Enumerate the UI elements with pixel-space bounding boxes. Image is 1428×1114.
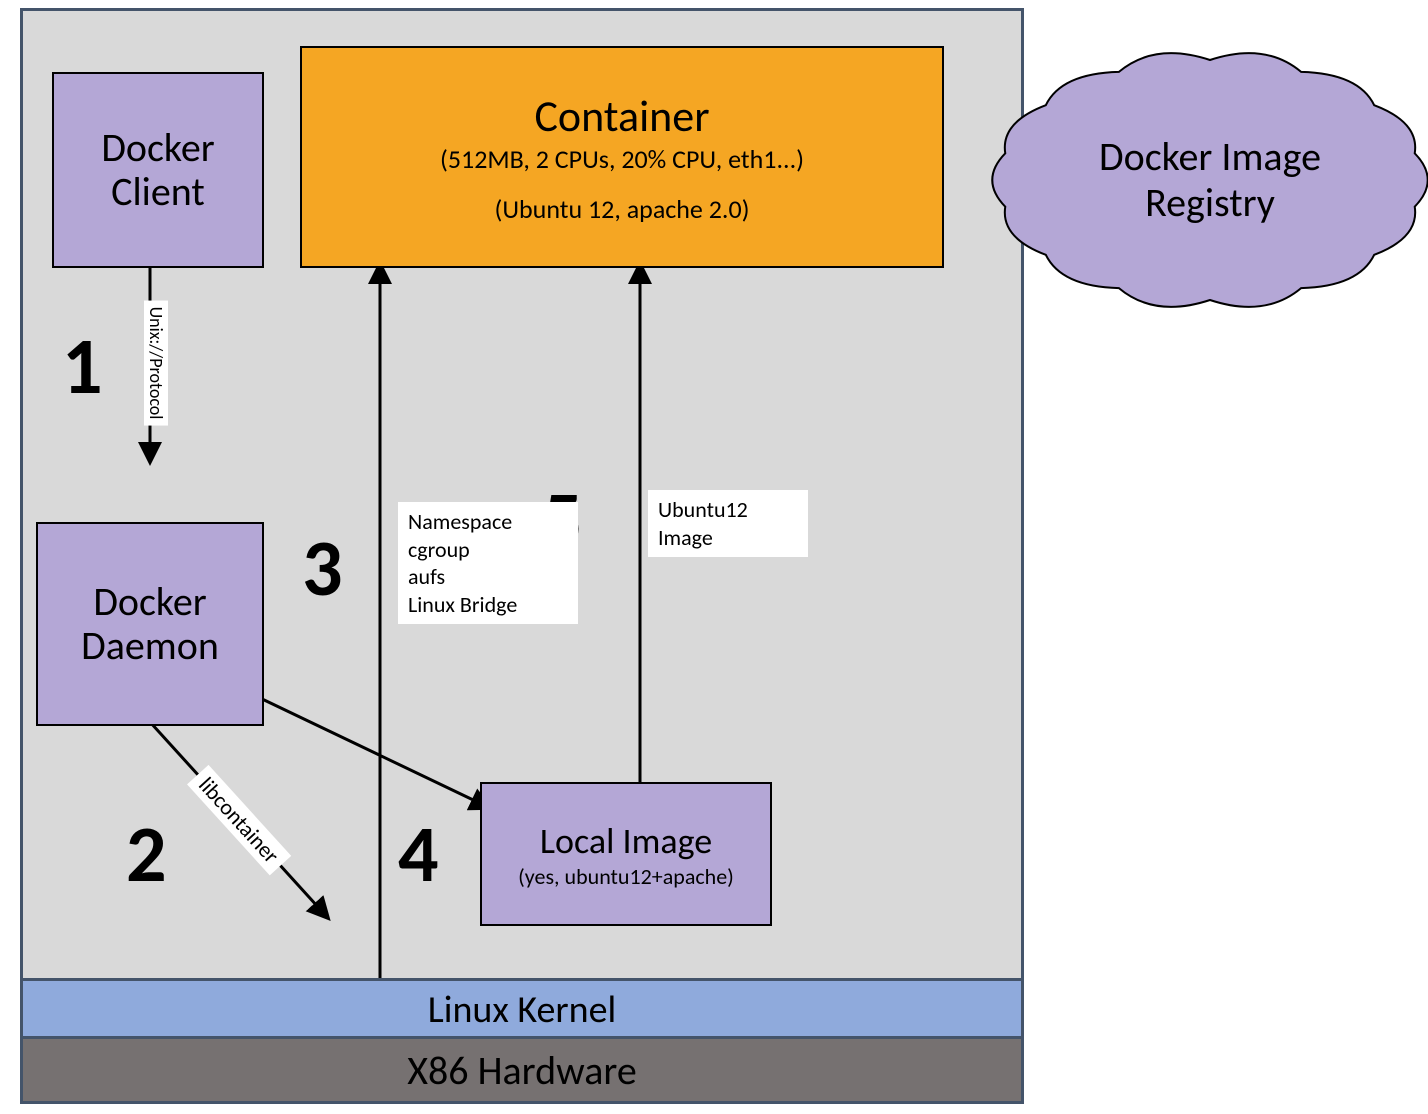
linux-kernel-bar: Linux Kernel: [20, 978, 1024, 1042]
kernel-features-note: Namespace cgroup aufs Linux Bridge: [398, 502, 578, 624]
step-number-3: 3: [302, 520, 343, 617]
ubuntu-image-line1: Ubuntu12: [658, 496, 798, 524]
kernel-feature-namespace: Namespace: [408, 508, 568, 536]
step-number-2: 2: [126, 806, 167, 903]
registry-cloud-label: Docker Image Registry: [1099, 134, 1321, 226]
ubuntu-image-note: Ubuntu12 Image: [648, 490, 808, 557]
kernel-feature-bridge: Linux Bridge: [408, 591, 568, 619]
registry-cloud-line1: Docker Image: [1099, 134, 1321, 180]
step-number-1: 1: [62, 318, 103, 415]
container-title: Container: [534, 89, 709, 143]
docker-client-box: Docker Client: [52, 72, 264, 268]
edge-label-unix-protocol: Unix://Protocol: [144, 301, 168, 426]
docker-daemon-box: Docker Daemon: [36, 522, 264, 726]
container-sub1: (512MB, 2 CPUs, 20% CPU, eth1...): [440, 143, 804, 175]
kernel-feature-cgroup: cgroup: [408, 536, 568, 564]
local-image-title: Local Image: [540, 819, 712, 863]
local-image-box: Local Image (yes, ubuntu12+apache): [480, 782, 772, 926]
hardware-label: X86 Hardware: [407, 1046, 636, 1095]
hardware-bar: X86 Hardware: [20, 1036, 1024, 1104]
registry-cloud-line2: Registry: [1099, 180, 1321, 226]
kernel-feature-aufs: aufs: [408, 563, 568, 591]
docker-client-label-1: Docker: [101, 126, 214, 170]
step-number-4: 4: [398, 806, 439, 903]
container-sub2: (Ubuntu 12, apache 2.0): [494, 193, 749, 225]
linux-kernel-label: Linux Kernel: [428, 987, 616, 1033]
docker-daemon-label-1: Docker: [93, 580, 206, 624]
docker-daemon-label-2: Daemon: [81, 624, 219, 668]
docker-client-label-2: Client: [111, 170, 205, 214]
ubuntu-image-line2: Image: [658, 524, 798, 552]
container-box: Container (512MB, 2 CPUs, 20% CPU, eth1.…: [300, 46, 944, 268]
local-image-sub: (yes, ubuntu12+apache): [518, 863, 734, 890]
